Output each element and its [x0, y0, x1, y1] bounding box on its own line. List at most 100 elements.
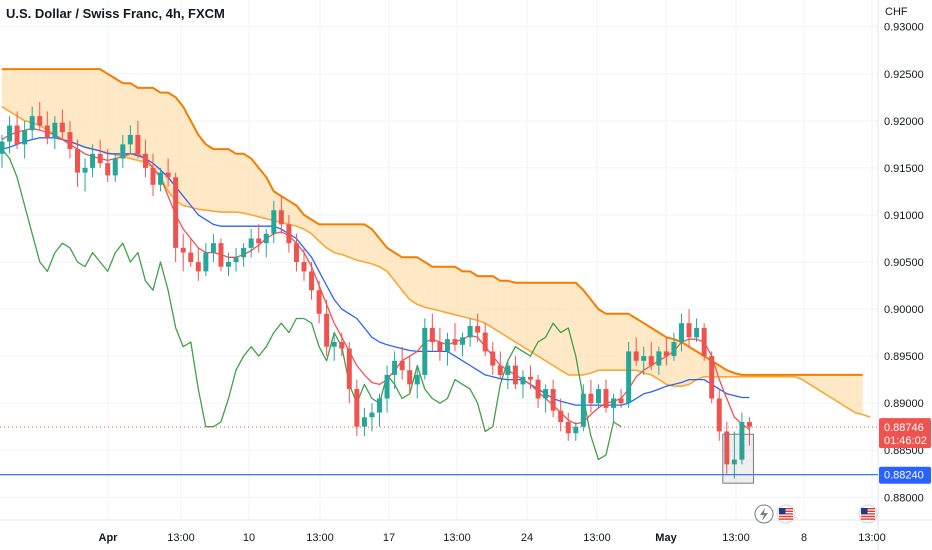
time-tick-label: 10	[243, 532, 255, 544]
price-axis[interactable]: 0.93000 0.92500 0.92000 0.91500 0.91000 0.905…	[884, 22, 924, 505]
candle	[361, 407, 367, 437]
axis-icons[interactable]	[754, 504, 878, 524]
price-tick-label: 0.91500	[884, 163, 924, 175]
candle	[686, 309, 692, 347]
price-tick-label: 0.90500	[884, 257, 924, 269]
candle-body	[663, 351, 669, 357]
candle	[467, 318, 473, 347]
cloud-segment	[77, 69, 85, 148]
candle-body	[633, 351, 639, 361]
candle-body	[384, 374, 390, 399]
cloud-segment	[515, 282, 523, 347]
cloud-segment	[70, 69, 78, 145]
candle-body	[490, 351, 496, 366]
time-tick-label: 17	[383, 532, 395, 544]
cloud-segment	[17, 69, 25, 121]
candle	[29, 106, 35, 140]
cloud-segment	[304, 214, 312, 234]
flag-stripe	[861, 518, 875, 520]
flag-canton	[861, 508, 868, 514]
cloud-segment	[832, 374, 840, 404]
candle-body	[120, 144, 126, 159]
candle-body	[444, 339, 450, 352]
time-axis[interactable]: Apr 13:00 10 13:00 17 13:00 24 13:00 May 13:00 8 13…	[99, 532, 886, 544]
cloud-segment	[575, 282, 584, 375]
candle	[739, 412, 745, 465]
cloud-segment	[100, 69, 108, 153]
countdown-value: 01:46:02	[884, 435, 927, 447]
candle-body	[324, 313, 330, 347]
candle-body	[497, 365, 503, 375]
cloud-segment	[560, 282, 569, 375]
cloud-segment	[689, 346, 697, 385]
candle-body	[188, 252, 194, 262]
candle	[233, 247, 239, 272]
candle	[580, 384, 586, 432]
us-flag-icon[interactable]	[858, 504, 878, 524]
cloud-segment	[462, 271, 471, 319]
candle	[22, 120, 28, 159]
candle	[293, 233, 299, 272]
price-tick-label: 0.88500	[884, 445, 924, 457]
candle-body	[210, 243, 216, 253]
candle-body	[263, 233, 269, 244]
time-tick-label: Apr	[99, 532, 119, 544]
candle-body	[29, 116, 35, 131]
cloud-segment	[311, 219, 320, 242]
candle-body	[293, 243, 299, 262]
price-tick-label: 0.91000	[884, 210, 924, 222]
candle	[75, 139, 80, 187]
candle-body	[392, 360, 398, 375]
candle	[346, 342, 352, 404]
candle-body	[399, 360, 405, 371]
cloud-segment	[522, 282, 531, 352]
candle	[112, 153, 118, 182]
candle-body	[135, 134, 141, 154]
time-tick-label: May	[655, 532, 677, 544]
candle	[392, 351, 398, 390]
candle	[671, 332, 677, 361]
us-flag-icon[interactable]	[776, 504, 796, 524]
candle	[195, 247, 201, 281]
candle-body	[339, 342, 345, 349]
candle-body	[437, 342, 443, 352]
candle-body	[173, 177, 179, 248]
time-tick-label: 24	[521, 532, 533, 544]
cloud-segment	[696, 351, 705, 380]
cloud-segment	[417, 257, 425, 308]
candle-body	[331, 342, 337, 347]
lightning-glyph	[760, 508, 768, 521]
cloud-segment	[636, 318, 644, 374]
cloud-segment	[568, 282, 576, 375]
candle	[452, 323, 458, 352]
candle	[127, 125, 133, 154]
candle	[241, 243, 247, 267]
cloud-segment	[228, 149, 236, 213]
cloud-segment	[402, 257, 410, 300]
candle	[618, 389, 624, 408]
cloud-segment	[115, 78, 123, 157]
lightning-icon[interactable]	[754, 504, 774, 524]
candle	[0, 134, 5, 168]
candle	[595, 384, 601, 408]
candle-body	[7, 125, 13, 142]
candle	[535, 374, 541, 408]
candle-body	[407, 370, 413, 385]
flag-stripe	[861, 508, 875, 510]
candle	[588, 379, 594, 413]
candle-body	[452, 339, 458, 345]
candle	[648, 342, 654, 371]
candle	[437, 327, 443, 361]
candle-body	[369, 412, 375, 418]
candle-body	[565, 422, 571, 434]
cloud-segment	[477, 276, 486, 324]
candle	[180, 233, 186, 272]
candle-body	[59, 122, 65, 133]
candle	[520, 370, 526, 399]
cloud-segment	[432, 266, 440, 311]
candle-body	[535, 379, 541, 399]
cloud-segment	[583, 290, 591, 375]
candle-body	[528, 376, 533, 380]
